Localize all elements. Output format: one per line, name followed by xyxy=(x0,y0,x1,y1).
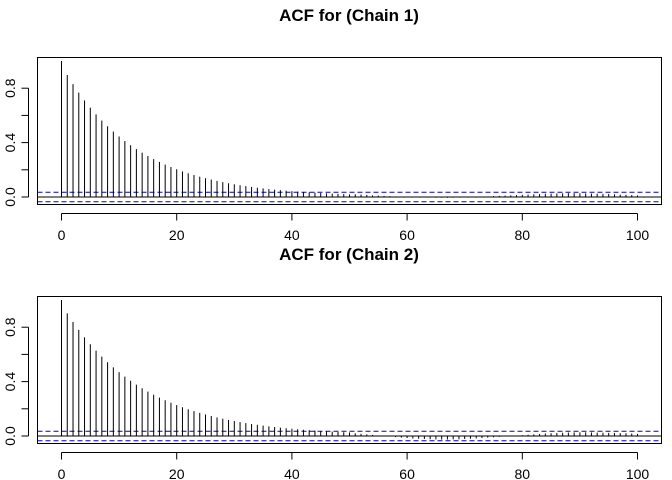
y-tick-label: 0.8 xyxy=(2,78,18,98)
y-tick-label: 0.4 xyxy=(2,372,18,392)
x-tick-label: 60 xyxy=(399,466,415,480)
x-tick-label: 80 xyxy=(515,466,531,480)
y-tick-label: 0.0 xyxy=(2,426,18,446)
acf-content xyxy=(37,61,662,203)
y-tick-label: 0.4 xyxy=(2,133,18,153)
x-tick-label: 20 xyxy=(169,227,185,243)
y-axis: 0.0 0.4 0.8 xyxy=(2,78,29,207)
x-tick-label: 0 xyxy=(58,466,66,480)
x-tick-label: 40 xyxy=(284,466,300,480)
y-tick-label: 0.8 xyxy=(2,317,18,337)
plot-frame xyxy=(37,296,662,444)
plot-frame xyxy=(37,57,662,205)
y-tick-label: 0.0 xyxy=(2,187,18,207)
x-axis: 0 20 40 60 80 100 xyxy=(58,213,650,243)
acf-panel-chain-2: ACF for (Chain 2) 0 20 40 60 80 100 0.0 0.4 0.8 xyxy=(2,245,662,480)
acf-panel-chain-1: ACF for (Chain 1) 0 20 40 60 80 100 0.0 0.4 0.8 xyxy=(2,6,662,243)
x-tick-label: 100 xyxy=(626,227,650,243)
x-tick-label: 0 xyxy=(58,227,66,243)
x-axis: 0 20 40 60 80 100 xyxy=(58,452,650,480)
chart-title: ACF for (Chain 2) xyxy=(279,245,419,264)
x-tick-label: 100 xyxy=(626,466,650,480)
x-tick-label: 60 xyxy=(399,227,415,243)
acf-content xyxy=(37,300,662,442)
y-axis: 0.0 0.4 0.8 xyxy=(2,317,29,446)
x-tick-label: 80 xyxy=(515,227,531,243)
x-tick-label: 40 xyxy=(284,227,300,243)
chart-title: ACF for (Chain 1) xyxy=(279,6,419,25)
x-tick-label: 20 xyxy=(169,466,185,480)
